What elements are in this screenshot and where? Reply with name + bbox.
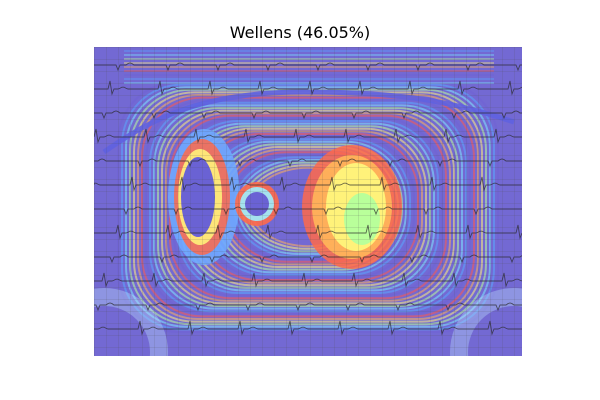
ecg-lead-trace — [94, 302, 522, 312]
ecg-lead-trace — [94, 62, 522, 72]
figure-title: Wellens (46.05%) — [229, 23, 371, 42]
ecg-lead-trace — [94, 110, 522, 120]
ecg-lead-trace — [94, 224, 522, 240]
ecg-lead-trace — [94, 158, 522, 168]
ecg-heatmap-svg — [94, 47, 522, 356]
ecg-lead-trace — [94, 272, 522, 288]
ecg-lead-trace — [94, 320, 522, 336]
ecg-traces — [94, 62, 522, 336]
heatmap-overlay-image — [94, 47, 522, 356]
ecg-lead-trace — [94, 254, 522, 264]
ecg-lead-trace — [94, 80, 522, 96]
ecg-lead-trace — [94, 128, 522, 144]
ecg-grid — [94, 47, 522, 356]
ecg-lead-trace — [94, 206, 522, 216]
ecg-lead-trace — [94, 176, 522, 192]
